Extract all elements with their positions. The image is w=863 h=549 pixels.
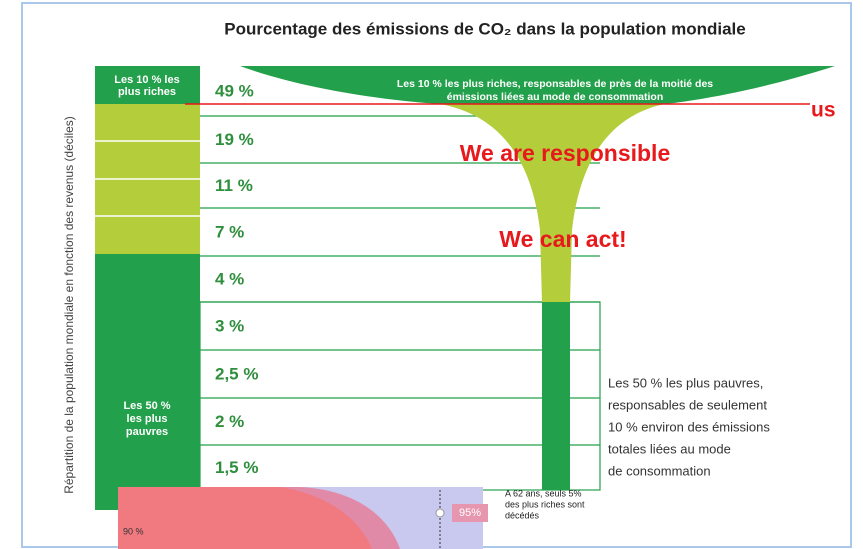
decile-label: 1,5 % [215, 458, 258, 477]
responsible-label: We are responsible [460, 140, 671, 166]
decile-label: 2,5 % [215, 364, 258, 383]
inset-axis-label: 90 % [123, 526, 144, 536]
rich-label: plus riches [118, 86, 176, 98]
bottom-annotation: Les 50 % les plus pauvres, responsables d… [608, 375, 770, 478]
funnel-middle [440, 104, 665, 302]
poor-block [95, 254, 200, 510]
decile-label: 2 % [215, 412, 244, 431]
top-annotation: Les 10 % les plus riches, responsables d… [397, 78, 713, 90]
inset-note-line: A 62 ans, seuls 5% [505, 488, 582, 498]
inset-note: A 62 ans, seuls 5%des plus riches sontdé… [505, 488, 585, 520]
rich-label: Les 10 % les [114, 74, 179, 86]
poor-label: les plus [127, 413, 168, 425]
poor-label: Les 50 % [123, 400, 170, 412]
annotation-line: de consommation [608, 463, 711, 478]
block-separators [95, 140, 200, 217]
poor-label: pauvres [126, 426, 168, 438]
annotation-line: totales liées au mode [608, 441, 731, 456]
rich-block [95, 66, 200, 104]
decile-label: 11 % [215, 176, 253, 195]
decile-label: 7 % [215, 222, 244, 241]
title: Pourcentage des émissions de CO₂ dans la… [224, 19, 745, 38]
funnel-stem [542, 302, 570, 490]
act-label: We can act! [499, 226, 626, 252]
inset-note-line: décédés [505, 510, 540, 520]
decile-label: 49 % [215, 81, 254, 100]
inset-image [118, 487, 488, 549]
top-annotation: émissions liées au mode de consommation [447, 91, 663, 103]
annotation-line: 10 % environ des émissions [608, 419, 770, 434]
funnel-top [240, 66, 835, 104]
annotation-line: Les 50 % les plus pauvres, [608, 375, 763, 390]
annotation-line: responsables de seulement [608, 397, 767, 412]
us-label: us [811, 99, 836, 122]
decile-rows: 49 % 19 % 11 % 7 % 4 % 3 % 2,5 % 2 % 1,5 % [200, 81, 600, 477]
y-axis-label: Répartition de la population mondiale en… [62, 116, 76, 494]
decile-label: 19 % [215, 130, 254, 149]
decile-label: 4 % [215, 269, 244, 288]
inset-percent: 95% [459, 507, 481, 519]
decile-label: 3 % [215, 316, 244, 335]
inset-note-line: des plus riches sont [505, 499, 585, 509]
